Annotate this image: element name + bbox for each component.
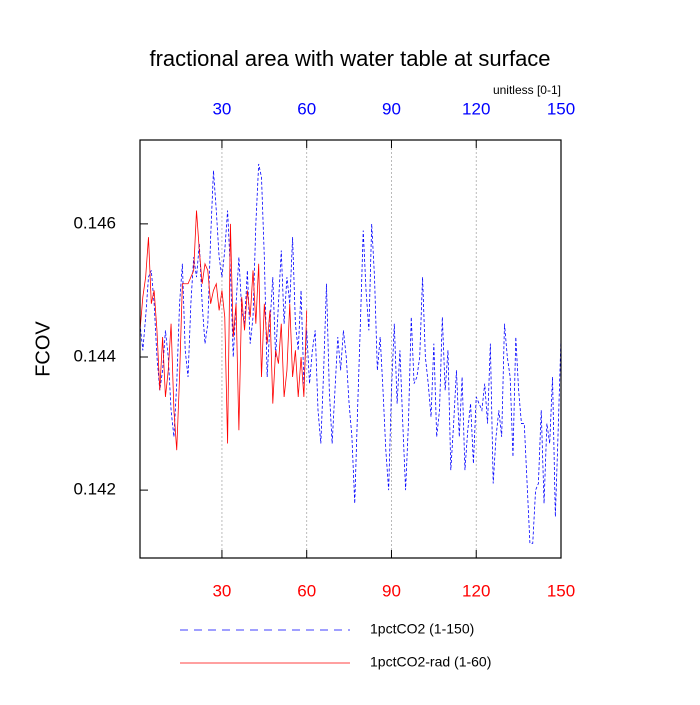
- x-top-tick-label: 120: [462, 99, 490, 118]
- chart-title: fractional area with water table at surf…: [149, 46, 550, 71]
- x-tick-label: 90: [382, 581, 401, 600]
- x-tick-label: 120: [462, 581, 490, 600]
- x-tick-label: 150: [547, 581, 575, 600]
- data-line: [139, 163, 562, 544]
- legend-label: 1pctCO2 (1-150): [370, 621, 474, 637]
- data-line: [139, 210, 308, 451]
- x-tick-label: 30: [212, 581, 231, 600]
- x-top-tick-label: 30: [212, 99, 231, 118]
- subtitle: unitless [0-1]: [493, 83, 561, 97]
- x-top-tick-label: 60: [297, 99, 316, 118]
- x-top-tick-label: 150: [547, 99, 575, 118]
- y-tick-label: 0.146: [73, 213, 116, 232]
- legend-label: 1pctCO2-rad (1-60): [370, 654, 491, 670]
- y-tick-label: 0.144: [73, 346, 116, 365]
- plot-frame: [139, 139, 562, 559]
- y-axis-label: FCOV: [32, 321, 54, 377]
- x-tick-label: 60: [297, 581, 316, 600]
- y-tick-label: 0.142: [73, 480, 116, 499]
- x-top-tick-label: 90: [382, 99, 401, 118]
